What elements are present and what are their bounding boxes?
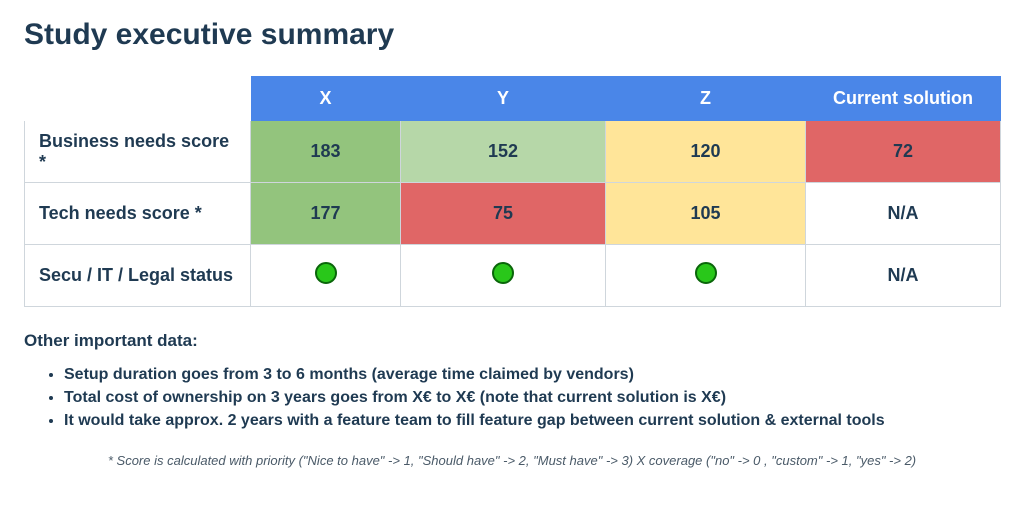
header-blank — [25, 77, 251, 121]
table-cell — [251, 245, 401, 307]
header-col-current: Current solution — [806, 77, 1001, 121]
table-cell: N/A — [806, 183, 1001, 245]
table-cell: 75 — [401, 183, 606, 245]
table-cell: 72 — [806, 121, 1001, 183]
row-label: Business needs score * — [25, 121, 251, 183]
header-col-y: Y — [401, 77, 606, 121]
table-cell: 152 — [401, 121, 606, 183]
table-cell — [401, 245, 606, 307]
header-col-x: X — [251, 77, 401, 121]
table-cell: 120 — [606, 121, 806, 183]
table-body: Business needs score *18315212072Tech ne… — [25, 121, 1001, 307]
status-green-icon — [492, 262, 514, 284]
row-label: Tech needs score * — [25, 183, 251, 245]
table-cell: 105 — [606, 183, 806, 245]
other-data-list: Setup duration goes from 3 to 6 months (… — [64, 363, 1000, 433]
list-item: Setup duration goes from 3 to 6 months (… — [64, 363, 1000, 386]
page: Study executive summary X Y Z Current so… — [0, 0, 1024, 468]
list-item: Total cost of ownership on 3 years goes … — [64, 386, 1000, 409]
other-data-title: Other important data: — [24, 331, 1000, 351]
header-col-z: Z — [606, 77, 806, 121]
table-cell — [606, 245, 806, 307]
score-footnote: * Score is calculated with priority ("Ni… — [24, 453, 1000, 468]
status-green-icon — [695, 262, 717, 284]
table-cell: N/A — [806, 245, 1001, 307]
status-green-icon — [315, 262, 337, 284]
table-row: Business needs score *18315212072 — [25, 121, 1001, 183]
table-header-row: X Y Z Current solution — [25, 77, 1001, 121]
page-title: Study executive summary — [24, 18, 1000, 52]
row-label: Secu / IT / Legal status — [25, 245, 251, 307]
table-row: Secu / IT / Legal status N/A — [25, 245, 1001, 307]
table-cell: 183 — [251, 121, 401, 183]
summary-table: X Y Z Current solution Business needs sc… — [24, 76, 1001, 307]
list-item: It would take approx. 2 years with a fea… — [64, 409, 1000, 432]
table-row: Tech needs score *17775105N/A — [25, 183, 1001, 245]
table-cell: 177 — [251, 183, 401, 245]
